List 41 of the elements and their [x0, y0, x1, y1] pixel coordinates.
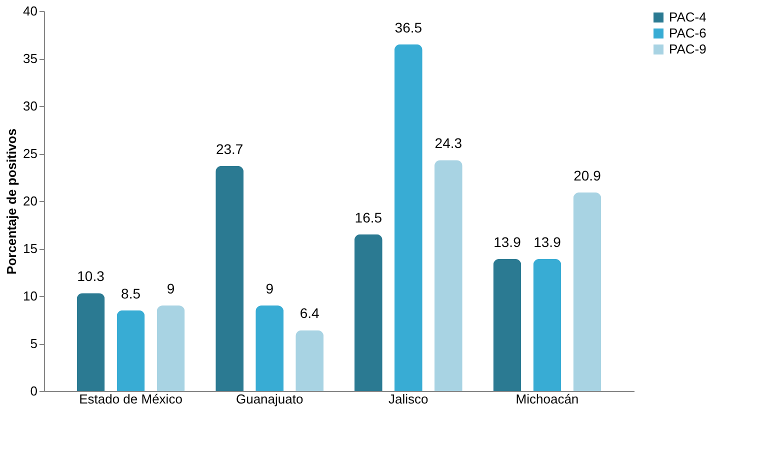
legend-label: PAC-6	[669, 26, 706, 40]
bar	[216, 166, 244, 391]
y-tick-label: 10	[23, 288, 38, 304]
bar	[493, 258, 522, 391]
data-label: 13.9	[494, 234, 522, 250]
y-tick-label: 0	[30, 384, 38, 398]
data-label: 36.5	[394, 19, 422, 36]
bar	[76, 293, 105, 391]
data-label: 24.3	[434, 135, 462, 152]
bar	[434, 160, 462, 391]
y-tick-label: 25	[23, 146, 38, 161]
legend-label: PAC-4	[669, 10, 706, 24]
x-tick-label: Jalisco	[388, 392, 428, 406]
data-label: 10.3	[77, 268, 105, 284]
bar	[394, 44, 422, 391]
bar	[116, 310, 145, 391]
x-tick-label: Guanajuato	[236, 392, 304, 406]
y-tick-label: 40	[23, 4, 38, 18]
bar	[354, 234, 382, 391]
y-tick-label: 35	[23, 51, 38, 66]
bar	[256, 306, 284, 391]
bar	[533, 258, 562, 391]
x-tick-label: Michoacán	[516, 392, 579, 406]
bar	[156, 306, 185, 391]
bar	[573, 192, 602, 391]
legend-label: PAC-9	[669, 42, 706, 56]
y-tick-label: 30	[23, 98, 38, 114]
y-tick-label: 5	[30, 336, 38, 351]
data-label: 16.5	[354, 209, 382, 226]
y-axis-title: Porcentaje de positivos	[4, 128, 20, 274]
data-label: 6.4	[300, 305, 320, 322]
y-tick-label: 15	[23, 241, 38, 256]
data-label: 9	[266, 280, 274, 296]
data-label: 20.9	[574, 167, 602, 184]
y-tick-label: 20	[23, 194, 38, 208]
data-label: 23.7	[216, 140, 244, 157]
data-label: 9	[166, 280, 175, 296]
data-label: 13.9	[534, 234, 562, 250]
x-tick-label: Estado de México	[79, 392, 182, 406]
bar	[296, 330, 324, 391]
data-label: 8.5	[121, 285, 141, 302]
